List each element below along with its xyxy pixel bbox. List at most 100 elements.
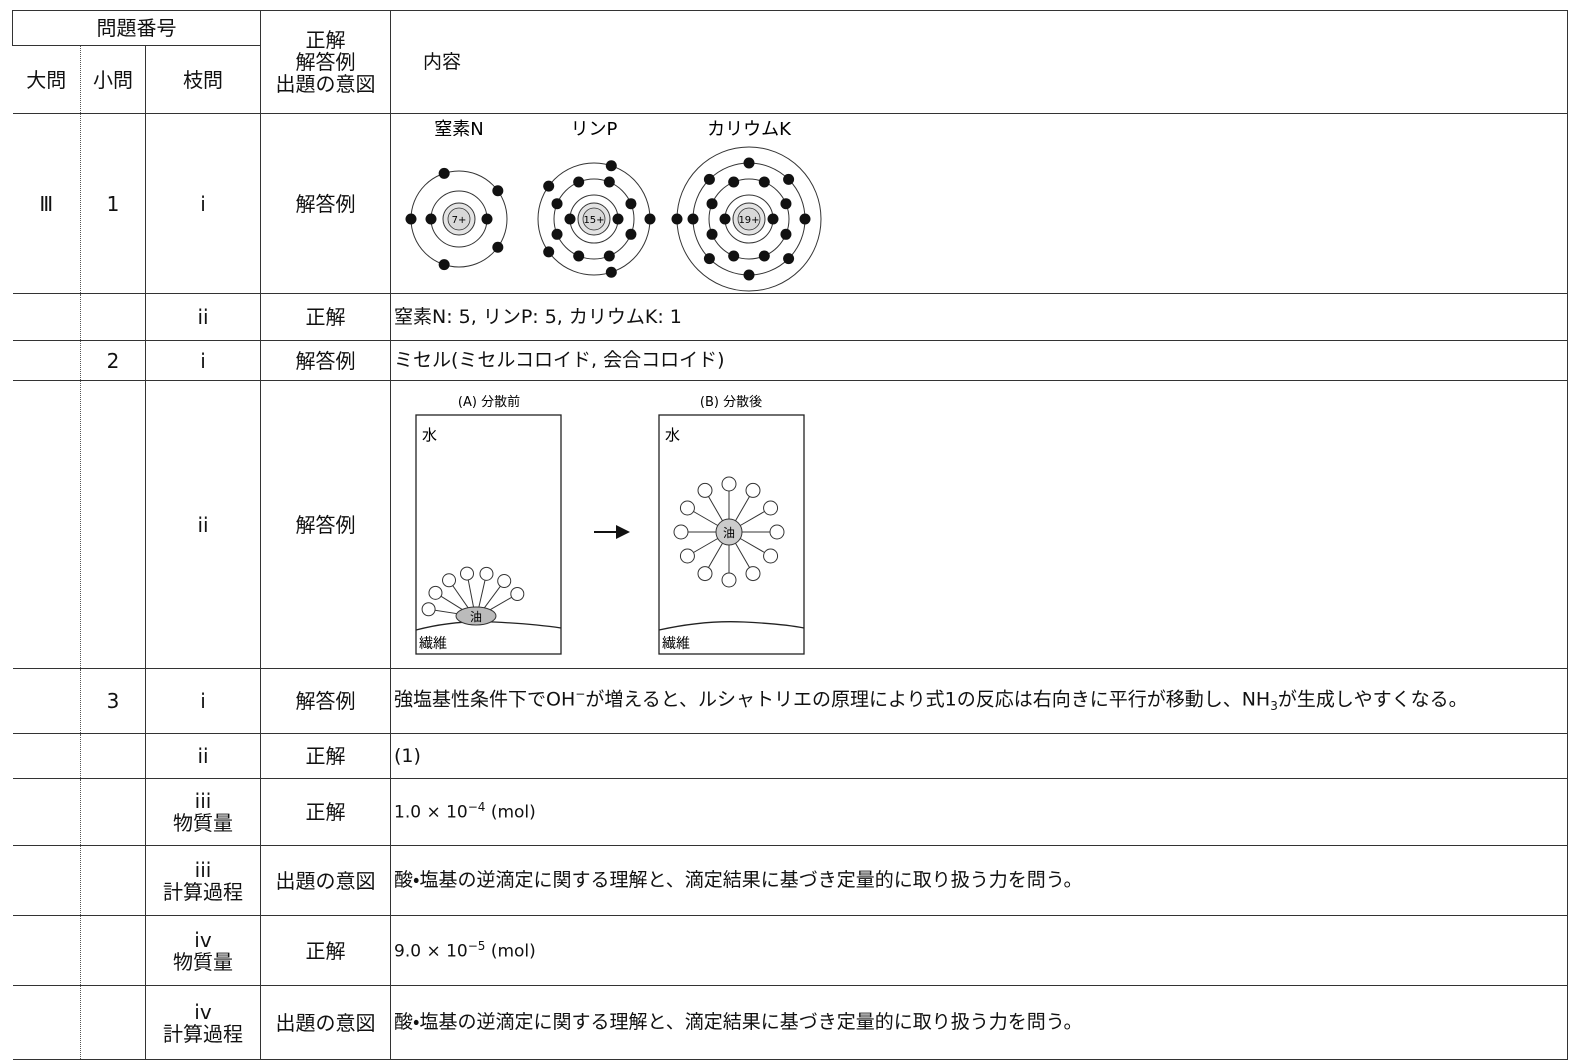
electron <box>492 184 504 196</box>
branch: ii <box>145 733 261 779</box>
header-major: 大問 <box>12 45 81 114</box>
surfactant-head <box>745 565 761 581</box>
surfactant-head <box>721 476 737 491</box>
electron <box>743 269 755 280</box>
electron <box>706 197 718 209</box>
kind: 正解 <box>260 915 391 986</box>
electron <box>625 197 637 209</box>
branch: iii 物質量 <box>145 778 261 846</box>
content: 酸・塩基の逆滴定に関する理解と、滴定結果に基づき定量的に取り扱う力を問う。 <box>390 985 1568 1060</box>
electron <box>728 249 740 261</box>
element-label: 窒素N <box>434 119 483 140</box>
electron <box>405 213 417 224</box>
surfactant-tail <box>740 510 765 526</box>
superscript: − <box>575 687 586 702</box>
electron <box>758 176 770 188</box>
electron <box>564 213 576 224</box>
header-row: 問題番号 正解 解答例 出題の意図 内容 <box>12 10 1568 114</box>
surfactant-tail <box>735 495 750 521</box>
content: 酸・塩基の逆滴定に関する理解と、滴定結果に基づき定量的に取り扱う力を問う。 <box>390 845 1568 916</box>
branch-line: 物質量 <box>173 949 233 974</box>
surfactant-head <box>721 572 737 587</box>
electron <box>783 252 795 264</box>
branch-line: iii <box>194 857 212 882</box>
superscript: −4 <box>467 800 486 815</box>
major <box>12 985 81 1060</box>
major <box>12 733 81 779</box>
row: 2 i 解答例 ミセル(ミセルコロイド, 会合コロイド) <box>12 340 1568 381</box>
electron <box>605 266 617 278</box>
kind: 正解 <box>260 733 391 779</box>
surfactant-head <box>763 500 779 515</box>
surfactant-head <box>763 548 779 563</box>
row: 3 i 解答例 強塩基性条件下でOH−が増えると、ルシャトリエの原理により式1の… <box>12 668 1568 734</box>
major <box>12 293 81 341</box>
electron <box>706 228 718 240</box>
minor <box>80 778 146 846</box>
branch-line: iii <box>194 789 212 813</box>
minor <box>80 733 146 779</box>
kind: 解答例 <box>260 113 391 294</box>
electron <box>603 249 615 261</box>
content: ミセル(ミセルコロイド, 会合コロイド) <box>390 340 1568 381</box>
minor <box>80 845 146 916</box>
electron <box>573 176 585 188</box>
electron <box>687 213 699 224</box>
minor <box>80 293 146 341</box>
surfactant-head <box>679 500 695 515</box>
major <box>12 380 81 669</box>
electron <box>605 159 617 171</box>
surfactant-head <box>428 585 443 600</box>
oil-label: 油 <box>470 610 482 624</box>
answer-table: 問題番号 正解 解答例 出題の意図 内容 大問 小問 枝問 Ⅲ 1 i 解答例 … <box>12 10 1568 1060</box>
oil-drop <box>715 518 743 545</box>
beaker-b <box>658 413 805 655</box>
electron <box>625 228 637 240</box>
minor: 3 <box>80 668 146 734</box>
surfactant-head <box>697 565 713 581</box>
text: が生成しやすくなる。 <box>1277 688 1468 711</box>
panel-label: (B) 分散後 <box>700 395 762 410</box>
text: 1.0 × 10 <box>394 802 468 823</box>
branch: ii <box>145 380 261 669</box>
header-kind: 正解 解答例 出題の意図 <box>260 10 391 114</box>
branch-line: iv <box>194 999 212 1024</box>
electron <box>780 197 792 209</box>
major <box>12 778 81 846</box>
surfactant-head <box>421 601 436 616</box>
electron <box>573 249 585 261</box>
atom-diagram: 窒素N 7+ リンP 15+ カリウムK 19+ <box>405 119 822 291</box>
content: 窒素N: 5, リンP: 5, カリウムK: 1 <box>390 293 1568 341</box>
fiber-label: 繊維 <box>419 636 447 652</box>
row: ii 解答例 油油 (A) 分散前 (B) 分散後 水 水 繊維 繊維 <box>12 380 1568 669</box>
branch-line: i <box>200 191 206 216</box>
surfactant-head <box>460 566 475 581</box>
electron <box>758 249 770 261</box>
surfactant-tail <box>740 537 765 553</box>
electron <box>543 180 555 192</box>
surfactant-head <box>497 573 512 588</box>
electron-shell <box>553 178 635 259</box>
surfactant-head <box>769 524 785 539</box>
electron <box>644 213 656 224</box>
row: iv 物質量 正解 9.0 × 10−5 (mol) <box>12 915 1568 986</box>
kind: 出題の意図 <box>260 845 391 916</box>
header-kind-line: 正解 <box>305 28 346 52</box>
fiber-a <box>415 620 562 631</box>
surfactant-tail <box>693 510 718 526</box>
branch: iv 物質量 <box>145 915 261 986</box>
surfactant-tail <box>708 542 723 568</box>
row: ii 正解 窒素N: 5, リンP: 5, カリウムK: 1 <box>12 293 1568 341</box>
row: iii 物質量 正解 1.0 × 10−4 (mol) <box>12 778 1568 846</box>
minor <box>80 985 146 1060</box>
water-label: 水 <box>422 426 437 444</box>
kind: 正解 <box>260 778 391 846</box>
row: iii 計算過程 出題の意図 酸・塩基の逆滴定に関する理解と、滴定結果に基づき定量… <box>12 845 1568 916</box>
row: Ⅲ 1 i 解答例 窒素N 7+ リンP 15+ カリウムK 19+ <box>12 113 1568 294</box>
header-content: 内容 <box>390 10 1568 114</box>
surfactant-head <box>442 572 457 587</box>
content: 窒素N 7+ リンP 15+ カリウムK 19+ <box>390 113 1568 294</box>
electron <box>492 241 504 253</box>
header-kind-line: 解答例 <box>295 50 356 74</box>
oil-label: 油 <box>723 526 735 540</box>
